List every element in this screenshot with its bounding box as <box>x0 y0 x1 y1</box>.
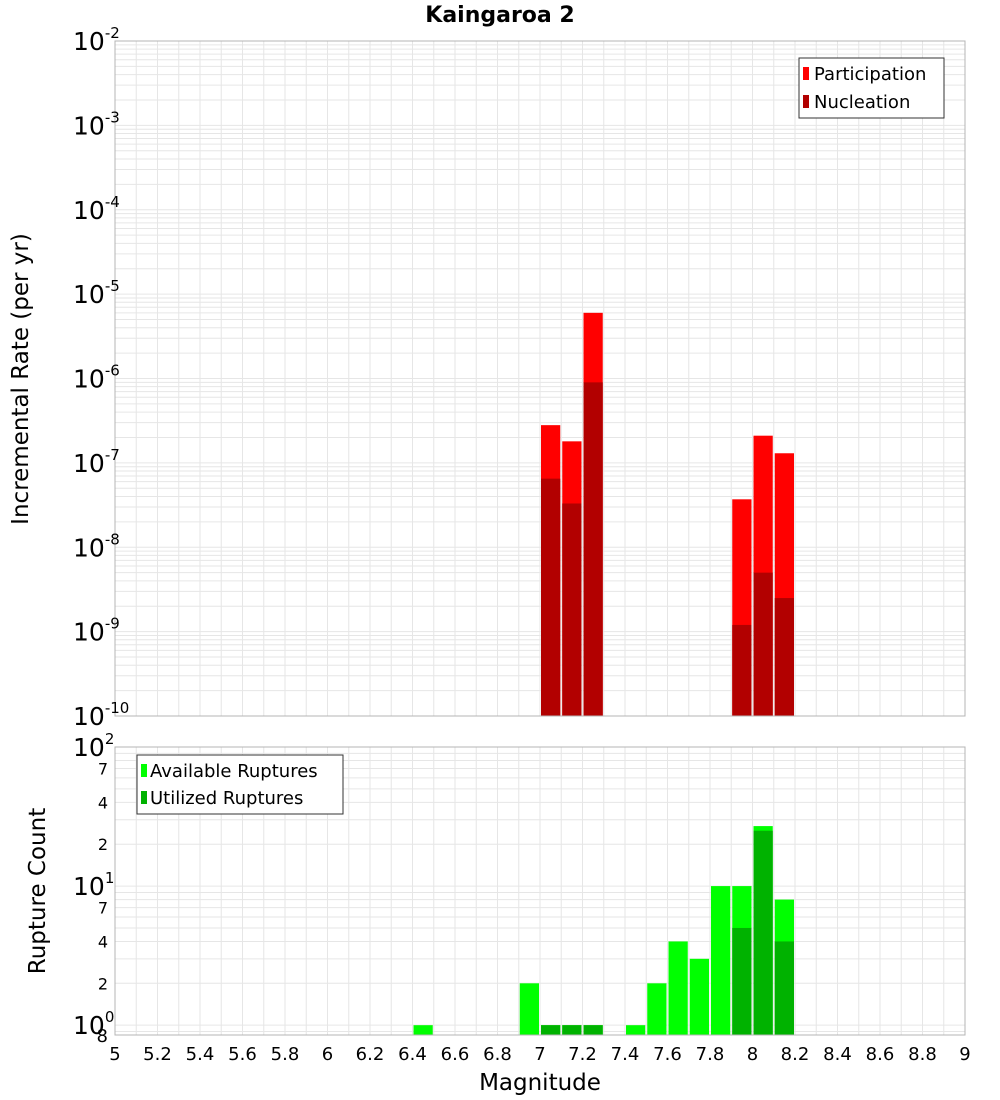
bar-available-ruptures <box>519 983 539 1035</box>
rate-y-tick-label: 10-2 <box>73 24 120 56</box>
x-tick-label: 8.8 <box>908 1044 937 1065</box>
rate-y-tick-label: 10-4 <box>73 193 120 225</box>
legend-label-participation: Participation <box>814 64 926 85</box>
bar-available-ruptures <box>689 958 709 1035</box>
bar-utilized-ruptures <box>583 1025 603 1035</box>
bar-nucleation <box>583 382 603 716</box>
bar-utilized-ruptures <box>541 1025 561 1035</box>
count-bars <box>413 826 794 1035</box>
count-y-tick-label: 100 <box>73 1008 114 1040</box>
rate-grid <box>114 40 966 717</box>
x-axis-label: Magnitude <box>479 1070 601 1096</box>
rate-y-tick-label: 10-9 <box>73 615 120 647</box>
rate-y-tick-label: 10-8 <box>73 530 120 562</box>
x-tick-label: 8.6 <box>866 1044 895 1065</box>
count-y-minor-tick-label: 2 <box>98 835 108 854</box>
bar-available-ruptures <box>626 1025 646 1035</box>
bar-nucleation <box>774 598 794 716</box>
bar-available-ruptures <box>647 983 667 1035</box>
bar-available-ruptures <box>711 886 731 1035</box>
count-y-ticks: 100 101 102 2 4 7 2 4 7 8 <box>73 730 114 1047</box>
legend-swatch-participation <box>803 67 809 80</box>
count-y-bottom-tick-label: 8 <box>97 1026 108 1047</box>
bar-utilized-ruptures <box>732 927 752 1035</box>
magnitude-x-ticks: 5 5.2 5.4 5.6 5.8 6 6.2 6.4 6.6 6.8 7 7.2 7.4 7.6 7.8 8… <box>109 1044 970 1065</box>
bar-available-ruptures <box>668 941 688 1035</box>
x-tick-label: 5 <box>109 1044 120 1065</box>
rate-y-tick-label: 10-10 <box>73 699 129 731</box>
bar-nucleation <box>541 478 561 716</box>
x-tick-label: 7.2 <box>568 1044 597 1065</box>
rate-y-tick-label: 10-7 <box>73 446 120 478</box>
x-tick-label: 9 <box>959 1044 970 1065</box>
count-y-minor-tick-label: 7 <box>98 899 108 918</box>
x-tick-label: 8.2 <box>781 1044 810 1065</box>
x-tick-label: 7.4 <box>611 1044 640 1065</box>
count-y-minor-tick-label: 4 <box>98 793 108 812</box>
count-y-tick-label: 101 <box>73 869 114 901</box>
count-y-tick-label: 102 <box>73 730 114 762</box>
chart-title: Kaingaroa 2 <box>425 3 574 28</box>
rate-legend: Participation Nucleation <box>798 57 945 119</box>
x-tick-label: 8.4 <box>823 1044 852 1065</box>
bar-utilized-ruptures <box>753 830 773 1035</box>
bar-utilized-ruptures <box>774 941 794 1035</box>
bar-available-ruptures <box>413 1025 433 1035</box>
count-y-axis-label: Rupture Count <box>25 808 51 974</box>
x-tick-label: 6.2 <box>356 1044 385 1065</box>
rate-bars <box>541 312 794 716</box>
rate-plot-frame <box>114 40 966 717</box>
bar-nucleation <box>753 572 773 716</box>
x-tick-label: 5.4 <box>186 1044 215 1065</box>
count-plot-frame <box>114 746 966 1036</box>
count-legend-box <box>136 754 344 815</box>
legend-label-utilized: Utilized Ruptures <box>150 788 303 809</box>
x-tick-label: 6.6 <box>441 1044 470 1065</box>
rate-y-tick-label: 10-6 <box>73 362 120 394</box>
bar-nucleation <box>732 624 752 716</box>
x-tick-label: 7.6 <box>653 1044 682 1065</box>
bar-utilized-ruptures <box>562 1025 582 1035</box>
x-tick-label: 8 <box>747 1044 758 1065</box>
bar-nucleation <box>562 503 582 716</box>
count-y-minor-tick-label: 4 <box>98 932 108 951</box>
x-tick-label: 7.8 <box>696 1044 725 1065</box>
rate-y-tick-label: 10-3 <box>73 108 120 140</box>
legend-label-nucleation: Nucleation <box>814 92 910 113</box>
x-tick-label: 5.6 <box>228 1044 257 1065</box>
legend-label-available: Available Ruptures <box>150 761 318 782</box>
count-legend: Available Ruptures Utilized Ruptures <box>136 754 344 815</box>
x-tick-label: 6.4 <box>398 1044 427 1065</box>
x-tick-label: 6 <box>322 1044 333 1065</box>
x-tick-label: 7 <box>534 1044 545 1065</box>
rate-legend-box <box>798 57 945 119</box>
rate-y-ticks: 10-10 10-9 10-8 10-7 10-6 10-5 10-4 10-3 10-2 <box>73 24 129 731</box>
legend-swatch-utilized <box>141 791 147 804</box>
legend-swatch-available <box>141 764 147 777</box>
x-tick-label: 5.8 <box>271 1044 300 1065</box>
count-y-minor-tick-label: 7 <box>98 760 108 779</box>
x-tick-label: 5.2 <box>143 1044 172 1065</box>
count-y-minor-tick-label: 2 <box>98 974 108 993</box>
x-tick-label: 6.8 <box>483 1044 512 1065</box>
legend-swatch-nucleation <box>803 95 809 108</box>
rate-y-tick-label: 10-5 <box>73 277 120 309</box>
rate-y-axis-label: Incremental Rate (per yr) <box>8 233 34 525</box>
